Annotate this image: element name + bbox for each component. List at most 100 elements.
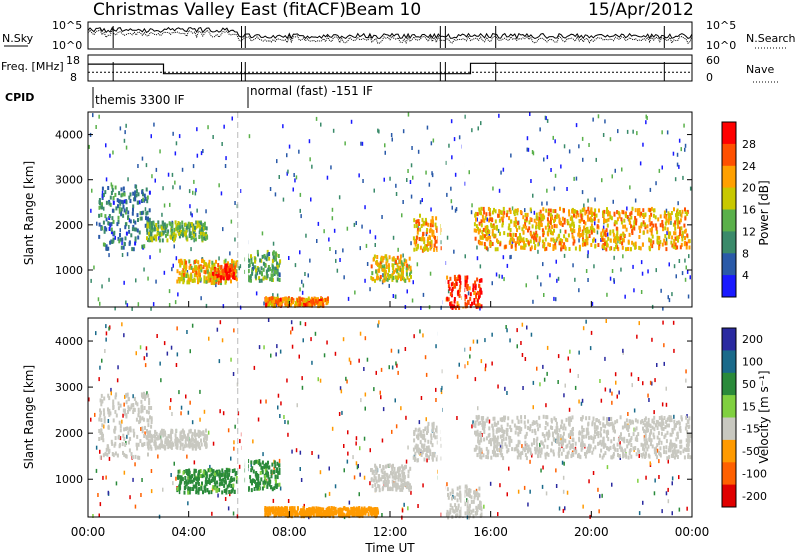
feature-0-cell [112,418,115,423]
noise-cell [332,128,335,133]
feature-4-cell [310,507,312,512]
noise-cell [419,200,422,205]
noise-cell [304,272,306,276]
feature-5-cell [401,464,404,469]
feature-0-cell [110,230,113,235]
feature-0-cell [144,196,147,201]
noise-cell [542,262,544,267]
feature-5-cell [391,474,394,479]
feature-3-cell [263,463,266,468]
noise-cell [389,176,391,181]
noise-cell [99,502,102,507]
feature-6-cell [387,263,390,268]
feature-0-cell [103,396,106,401]
feature-2-cell [224,475,226,480]
feature-9-cell [501,218,504,223]
noise-cell [272,293,274,298]
feature-4-cell [251,271,254,276]
feature-9-cell [544,237,547,242]
noise-cell [166,351,169,356]
feature-9-cell [615,234,618,239]
noise-cell [364,205,366,210]
feature-4-cell [315,508,318,513]
feature-4-cell [248,258,251,263]
feature-3-cell [261,470,264,475]
feature-9-cell [592,238,594,243]
feature-6-cell [385,276,388,281]
feature-4-cell [337,507,340,512]
feature-4-cell [317,507,320,512]
noise-cell [539,442,541,447]
noise-cell [167,172,170,177]
feature-7-cell [431,223,434,228]
noise-cell [509,338,511,343]
feature-2-cell [201,258,204,263]
noise-cell [614,372,617,377]
feature-9-cell [607,212,609,217]
feature-6-cell [408,278,411,283]
feature-9-cell [517,236,520,241]
feature-1-cell [169,222,172,227]
feature-0-cell [142,192,144,197]
feature-7-cell [453,495,456,500]
feature-5-cell [388,474,391,479]
feature-0-cell [145,409,148,414]
cpid-label: CPID [5,91,34,104]
feature-0-cell [114,185,117,190]
feature-0-cell [119,201,122,206]
feature-8-cell [478,303,481,308]
feature-9-cell [589,216,592,221]
feature-6-cell [414,456,417,461]
feature-6-cell [374,278,376,283]
feature-2-cell [224,470,227,474]
nave-label: Nave [746,63,774,76]
feature-5-cell [402,478,405,482]
noise-cell [587,254,589,259]
feature-5-cell [370,477,373,482]
noise-cell [359,246,361,251]
noise-cell [556,278,558,283]
feature-4-cell [286,506,288,511]
feature-4-cell [332,510,335,515]
noise-cell [480,359,483,364]
feature-9-cell [547,232,550,237]
feature-8-cell [451,304,454,309]
feature-9-cell [622,224,625,229]
feature-9-cell [578,247,581,252]
noise-cell [568,407,571,412]
noise-cell [633,408,636,413]
feature-4-cell [311,506,314,511]
feature-2-cell [218,477,221,482]
feature-3-cell [260,465,263,470]
feature-9-cell [600,231,603,236]
feature-0-cell [107,246,110,251]
feature-6-cell [399,254,402,259]
feature-3-cell [261,468,264,472]
feature-4-cell [322,512,325,517]
feature-9-cell [588,217,591,222]
feature-9-cell [591,226,594,231]
feature-4-cell [345,513,348,518]
feature-8-cell [469,304,472,309]
feature-5-cell [309,303,312,308]
feature-0-cell [116,222,119,227]
feature-3-cell [274,474,277,479]
feature-8-cell [476,277,479,282]
noise-cell [328,237,330,242]
feature-1-cell [147,444,150,449]
feature-0-cell [112,200,115,205]
feature-2-cell [225,467,228,472]
noise-cell [655,268,657,273]
feature-4-cell [338,511,341,515]
noise-cell [105,475,107,480]
feature-4-cell [276,507,279,512]
feature-6-cell [405,265,408,270]
noise-cell [364,406,366,411]
noise-cell [283,415,285,419]
feature-3-cell [278,482,281,487]
feature-1-cell [182,430,185,435]
feature-1-cell [169,440,172,445]
noise-cell [315,116,318,121]
feature-5-cell [394,481,397,485]
feature-4-cell [330,509,333,514]
